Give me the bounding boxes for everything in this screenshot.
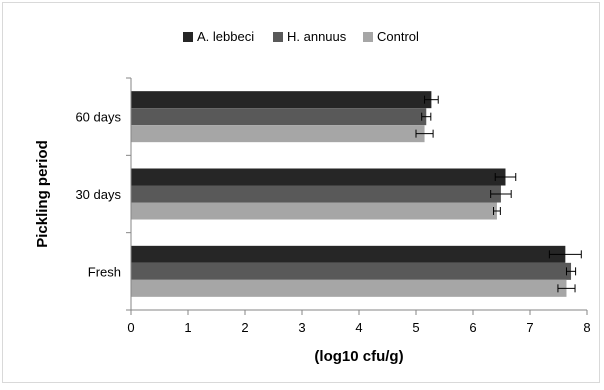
bar bbox=[131, 202, 497, 220]
legend-label: A. lebbeci bbox=[197, 29, 254, 44]
x-tick-label: 7 bbox=[526, 320, 533, 335]
bar bbox=[131, 125, 425, 143]
legend-swatch bbox=[273, 32, 283, 42]
error-bars-group bbox=[415, 95, 582, 293]
bar bbox=[131, 108, 427, 126]
y-axis-title: Pickling period bbox=[34, 140, 51, 248]
x-tick-label: 3 bbox=[298, 320, 305, 335]
x-tick-label: 0 bbox=[127, 320, 134, 335]
bar bbox=[131, 185, 501, 203]
bars-group bbox=[131, 91, 572, 297]
category-label: 60 days bbox=[75, 110, 121, 125]
x-tick-label: 8 bbox=[583, 320, 590, 335]
x-tick-label: 4 bbox=[355, 320, 362, 335]
bar bbox=[131, 91, 432, 109]
legend-swatch bbox=[363, 32, 373, 42]
bar bbox=[131, 279, 567, 297]
legend-swatch bbox=[183, 32, 193, 42]
bar bbox=[131, 262, 572, 280]
x-tick-label: 6 bbox=[469, 320, 476, 335]
category-label: Fresh bbox=[88, 264, 121, 279]
legend-label: H. annuus bbox=[287, 29, 347, 44]
bar bbox=[131, 245, 566, 263]
bar-chart: A. lebbeci H. annuus Control 60 days 30 day… bbox=[34, 29, 591, 365]
category-label: 30 days bbox=[75, 187, 121, 202]
x-tick-label: 5 bbox=[412, 320, 419, 335]
axes-group: 60 days 30 days Fresh 0 1 2 3 4 5 6 7 8 bbox=[75, 77, 591, 335]
chart-frame: A. lebbeci H. annuus Control 60 days 30 day… bbox=[2, 2, 600, 383]
bar bbox=[131, 168, 506, 186]
x-tick-label: 1 bbox=[184, 320, 191, 335]
legend: A. lebbeci H. annuus Control bbox=[183, 29, 419, 44]
x-tick-label: 2 bbox=[241, 320, 248, 335]
legend-label: Control bbox=[377, 29, 419, 44]
x-axis-title: (log10 cfu/g) bbox=[314, 348, 403, 365]
